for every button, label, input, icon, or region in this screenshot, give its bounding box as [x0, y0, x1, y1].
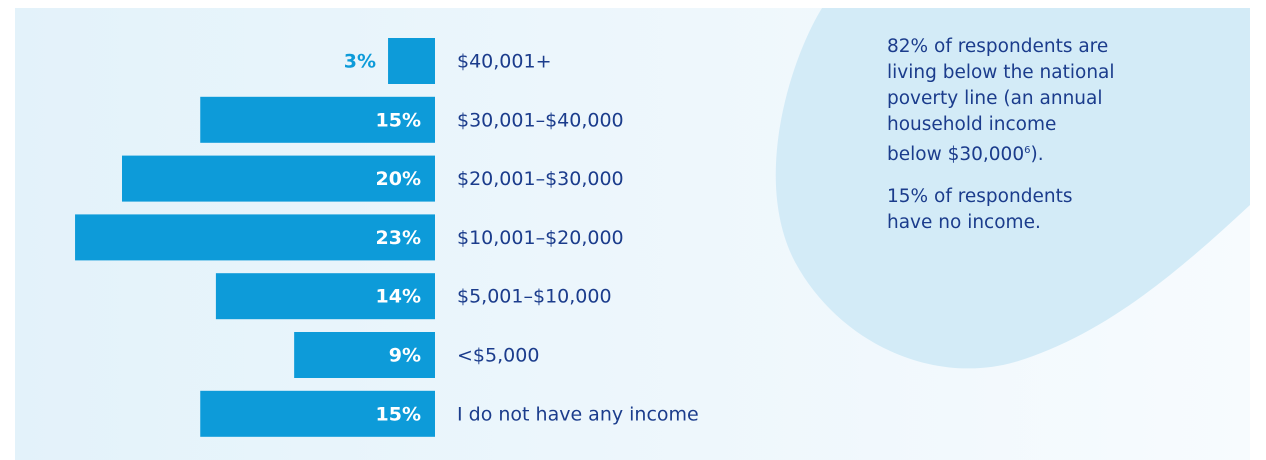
- category-label: $20,001–$30,000: [457, 168, 624, 190]
- annotation-line: 15% of respondents: [887, 184, 1227, 210]
- annotation-line: living below the national: [887, 60, 1227, 86]
- category-label: $10,001–$20,000: [457, 227, 624, 249]
- annotation-text: poverty line (an annual: [887, 88, 1103, 109]
- bar: [200, 390, 435, 437]
- annotation-line: 82% of respondents are: [887, 34, 1227, 60]
- annotation-line: poverty line (an annual: [887, 86, 1227, 112]
- value-label: 23%: [376, 227, 421, 249]
- annotation-line: below $30,0006).: [887, 138, 1227, 168]
- footnote-ref: 6: [1024, 145, 1031, 156]
- bar: [75, 214, 436, 261]
- callout-blob: [775, 8, 1250, 369]
- annotation-text: 82% of respondents are: [887, 36, 1109, 57]
- annotation-text: living below the national: [887, 62, 1115, 83]
- bar: [294, 332, 435, 378]
- category-label: $30,001–$40,000: [457, 109, 624, 131]
- bar: [122, 155, 435, 202]
- annotation: 82% of respondents are living below the n…: [887, 34, 1227, 168]
- category-label: $40,001+: [457, 51, 552, 73]
- bar: [200, 96, 435, 143]
- annotation: 15% of respondents have no income.: [887, 184, 1227, 236]
- annotation-text: 15% of respondents: [887, 186, 1073, 207]
- annotation-text: below $30,000: [887, 144, 1025, 165]
- annotation-text: ).: [1030, 144, 1044, 165]
- value-label: 14%: [376, 286, 421, 308]
- bar: [215, 273, 435, 320]
- annotations: 82% of respondents are living below the n…: [887, 34, 1227, 252]
- annotation-line: household income: [887, 112, 1227, 138]
- bar: [388, 38, 435, 84]
- value-label: 20%: [376, 168, 421, 190]
- value-label: 15%: [376, 109, 421, 131]
- annotation-line: have no income.: [887, 210, 1227, 236]
- annotation-text: have no income.: [887, 212, 1041, 233]
- value-label: 9%: [389, 345, 421, 367]
- value-label: 3%: [344, 51, 376, 73]
- value-label: 15%: [376, 403, 421, 425]
- category-label: <$5,000: [457, 345, 539, 367]
- category-label: I do not have any income: [457, 403, 699, 425]
- category-label: $5,001–$10,000: [457, 286, 612, 308]
- annotation-text: household income: [887, 114, 1057, 135]
